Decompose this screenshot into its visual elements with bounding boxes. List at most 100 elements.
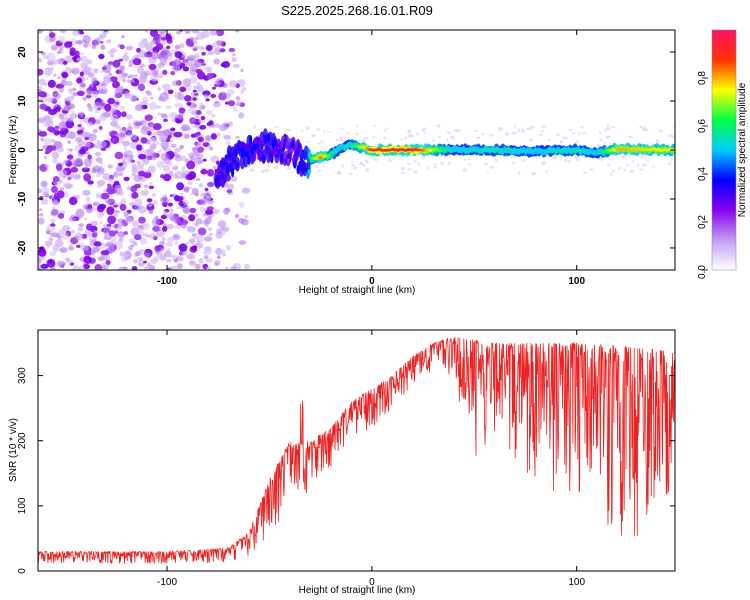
noise-blob xyxy=(47,79,56,88)
noise-blob xyxy=(103,75,112,84)
noise-blob xyxy=(618,166,621,170)
noise-blob xyxy=(72,87,77,92)
noise-blob xyxy=(136,161,142,165)
noise-blob xyxy=(446,131,451,135)
noise-blob xyxy=(100,99,105,104)
noise-blob xyxy=(82,96,87,101)
noise-blob xyxy=(211,86,216,90)
noise-blob xyxy=(307,141,310,144)
noise-blob xyxy=(59,247,68,253)
noise-blob xyxy=(38,85,43,91)
noise-blob xyxy=(53,92,57,96)
noise-blob xyxy=(93,37,101,46)
noise-blob xyxy=(216,255,221,259)
ridge-cell xyxy=(306,148,310,153)
ridge-cell xyxy=(267,146,271,151)
noise-blob xyxy=(177,114,184,120)
noise-blob xyxy=(46,246,50,249)
noise-blob xyxy=(85,90,93,96)
ridge-cell xyxy=(283,133,287,144)
noise-blob xyxy=(137,248,146,255)
noise-blob xyxy=(84,151,90,155)
noise-blob xyxy=(89,83,95,88)
noise-blob xyxy=(610,126,616,128)
noise-blob xyxy=(86,66,93,73)
noise-blob xyxy=(564,158,568,162)
noise-blob xyxy=(364,168,370,172)
ridge-cell xyxy=(231,167,235,178)
noise-blob xyxy=(85,196,91,202)
noise-blob xyxy=(208,233,213,236)
noise-blob xyxy=(192,233,196,237)
noise-blob xyxy=(91,168,97,174)
noise-blob xyxy=(311,134,316,137)
noise-blob xyxy=(148,185,155,190)
noise-blob xyxy=(90,90,100,98)
noise-blob xyxy=(77,126,82,131)
noise-blob xyxy=(238,217,245,224)
noise-blob xyxy=(208,120,214,126)
noise-blob xyxy=(517,128,521,133)
noise-blob xyxy=(203,255,209,260)
noise-blob xyxy=(87,133,97,142)
noise-blob xyxy=(102,173,111,181)
noise-blob xyxy=(119,44,125,50)
noise-blob xyxy=(352,166,358,170)
noise-blob xyxy=(184,95,192,102)
noise-blob xyxy=(144,70,150,77)
noise-blob xyxy=(110,48,117,53)
x-tick-label: -100 xyxy=(157,577,177,588)
noise-blob xyxy=(95,193,103,199)
noise-blob xyxy=(599,157,604,161)
noise-blob xyxy=(125,114,133,120)
noise-blob xyxy=(230,266,237,270)
noise-blob xyxy=(572,132,575,135)
noise-blob xyxy=(166,236,175,243)
colorbar-ticks: 0.0 0.2 0.4 0.6 0.8 xyxy=(697,71,708,279)
ridge-cell xyxy=(222,165,226,170)
noise-blob xyxy=(160,113,167,118)
noise-blob xyxy=(238,201,245,208)
ridge-cell xyxy=(253,139,258,144)
noise-blob xyxy=(66,154,74,160)
noise-blob xyxy=(400,167,406,171)
noise-blob xyxy=(137,205,147,214)
noise-blob xyxy=(133,174,142,182)
noise-blob xyxy=(148,72,154,76)
noise-blob xyxy=(273,165,279,169)
noise-blob xyxy=(162,165,171,172)
noise-blob xyxy=(462,168,468,172)
noise-blob xyxy=(51,199,58,206)
noise-blob xyxy=(168,208,174,213)
noise-blob xyxy=(150,133,155,137)
noise-blob xyxy=(65,120,75,129)
ridge-cell xyxy=(267,132,271,143)
noise-blob xyxy=(148,233,157,239)
ridge-cell xyxy=(294,154,299,159)
ridge-cell xyxy=(275,150,279,155)
noise-blob xyxy=(41,186,50,194)
noise-blob xyxy=(147,262,152,267)
noise-blob xyxy=(127,186,132,191)
noise-blob xyxy=(65,55,73,63)
noise-blob xyxy=(266,165,270,167)
noise-blob xyxy=(39,213,44,217)
noise-blob xyxy=(130,227,140,236)
x-tick-label: 0 xyxy=(369,276,375,287)
noise-blob xyxy=(670,157,673,162)
noise-blob xyxy=(152,193,156,197)
noise-blob xyxy=(222,253,227,257)
ridge-cell xyxy=(299,154,303,159)
noise-blob xyxy=(116,190,124,196)
noise-blob xyxy=(658,129,664,133)
noise-blob xyxy=(160,214,167,220)
noise-blob xyxy=(116,85,125,93)
noise-blob xyxy=(92,128,98,134)
noise-blob xyxy=(645,128,649,131)
noise-blob xyxy=(77,226,84,232)
noise-blob xyxy=(400,138,403,141)
noise-blob xyxy=(84,167,88,170)
noise-blob xyxy=(162,53,169,60)
noise-blob xyxy=(197,45,204,50)
noise-blob xyxy=(38,248,47,257)
